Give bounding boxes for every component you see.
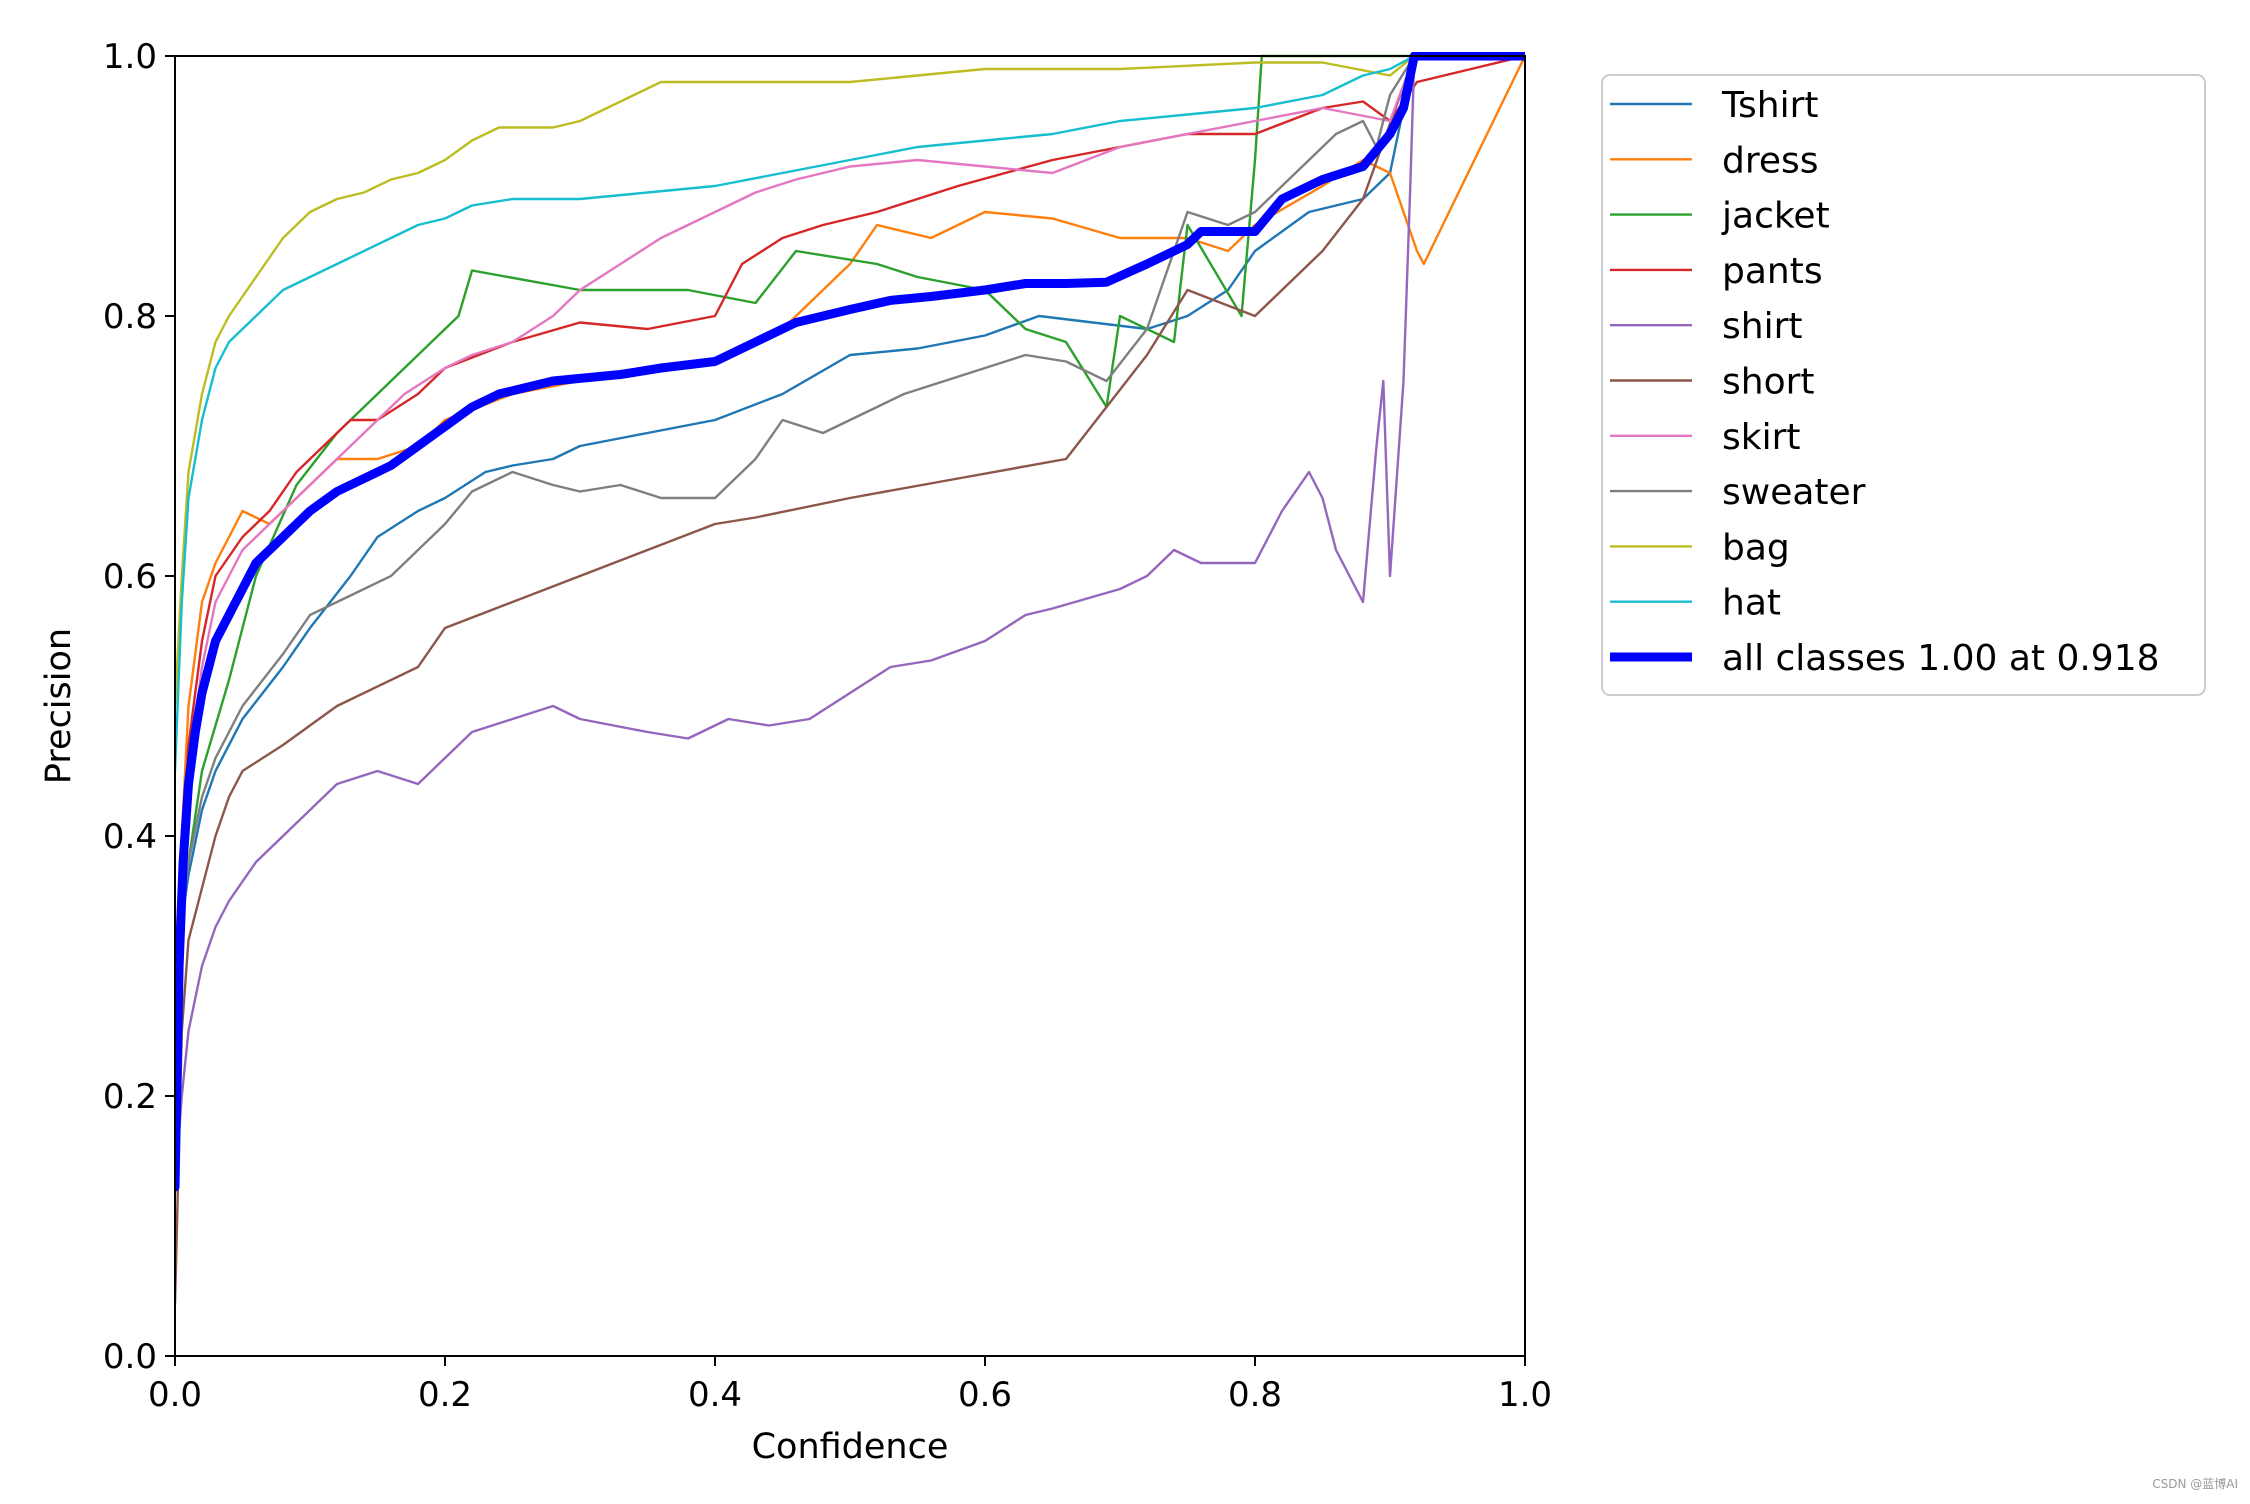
legend-label: jacket bbox=[1721, 196, 1830, 237]
legend-item-pants: pants bbox=[1610, 251, 1823, 292]
series-line-tshirt bbox=[175, 54, 1525, 968]
watermark: CSDN @蓝博AI bbox=[2152, 1477, 2238, 1491]
x-tick-label: 0.8 bbox=[1228, 1375, 1282, 1415]
legend-item-skirt: skirt bbox=[1610, 417, 1801, 458]
series-line-dress bbox=[175, 54, 1525, 968]
y-tick-label: 0.0 bbox=[103, 1337, 157, 1377]
x-axis-ticks: 0.0 0.2 0.4 0.6 0.8 1.0 bbox=[148, 1356, 1552, 1415]
legend-item-bag: bag bbox=[1610, 527, 1790, 568]
y-tick-label: 0.4 bbox=[103, 817, 157, 857]
series-line-shirt bbox=[175, 54, 1525, 1189]
legend-label: all classes 1.00 at 0.918 bbox=[1722, 638, 2160, 679]
series-line-pants bbox=[175, 54, 1525, 968]
y-tick-label: 0.6 bbox=[103, 557, 157, 597]
legend: Tshirt dress jacket pants shirt short skirt swe… bbox=[1601, 74, 2206, 696]
legend-label: bag bbox=[1722, 527, 1790, 568]
plot-frame bbox=[174, 55, 1526, 1357]
y-tick-label: 1.0 bbox=[103, 37, 157, 77]
x-axis-label: Confidence bbox=[752, 1427, 949, 1467]
legend-item-all-classes: all classes 1.00 at 0.918 bbox=[1610, 638, 2160, 679]
legend-item-sweater: sweater bbox=[1610, 472, 1866, 513]
y-tick-label: 0.2 bbox=[103, 1077, 157, 1117]
x-tick-label: 0.0 bbox=[148, 1375, 202, 1415]
legend-label: Tshirt bbox=[1721, 85, 1819, 126]
legend-item-hat: hat bbox=[1610, 583, 1781, 624]
x-tick-label: 0.4 bbox=[688, 1375, 742, 1415]
legend-label: pants bbox=[1722, 251, 1823, 292]
x-tick-label: 0.6 bbox=[958, 1375, 1012, 1415]
series-line-sweater bbox=[175, 54, 1525, 968]
legend-label: skirt bbox=[1722, 417, 1801, 458]
legend-label: sweater bbox=[1722, 472, 1866, 513]
y-axis-label: Precision bbox=[39, 628, 79, 784]
legend-item-shirt: shirt bbox=[1610, 306, 1803, 347]
legend-label: short bbox=[1722, 362, 1815, 403]
series-line-jacket bbox=[175, 54, 1525, 968]
legend-box bbox=[1601, 74, 2206, 696]
series-line-short bbox=[175, 54, 1525, 1306]
legend-items: Tshirt dress jacket pants shirt short skirt swe… bbox=[1610, 85, 2160, 679]
series-line-bag bbox=[175, 54, 1525, 708]
y-axis-ticks: 0.0 0.2 0.4 0.6 0.8 1.0 bbox=[103, 37, 175, 1377]
legend-item-short: short bbox=[1610, 362, 1815, 403]
legend-item-dress: dress bbox=[1610, 140, 1819, 181]
series-line-all-classes bbox=[175, 52, 1525, 1192]
legend-label: dress bbox=[1722, 140, 1819, 181]
legend-item-jacket: jacket bbox=[1610, 196, 1830, 237]
y-tick-label: 0.8 bbox=[103, 297, 157, 337]
legend-label: shirt bbox=[1722, 306, 1803, 347]
series-line-hat bbox=[175, 54, 1525, 773]
legend-item-tshirt: Tshirt bbox=[1610, 85, 1819, 126]
series-layer bbox=[175, 52, 1525, 1306]
series-line-skirt bbox=[175, 54, 1525, 968]
x-tick-label: 1.0 bbox=[1498, 1375, 1552, 1415]
legend-label: hat bbox=[1722, 583, 1781, 624]
x-tick-label: 0.2 bbox=[418, 1375, 472, 1415]
